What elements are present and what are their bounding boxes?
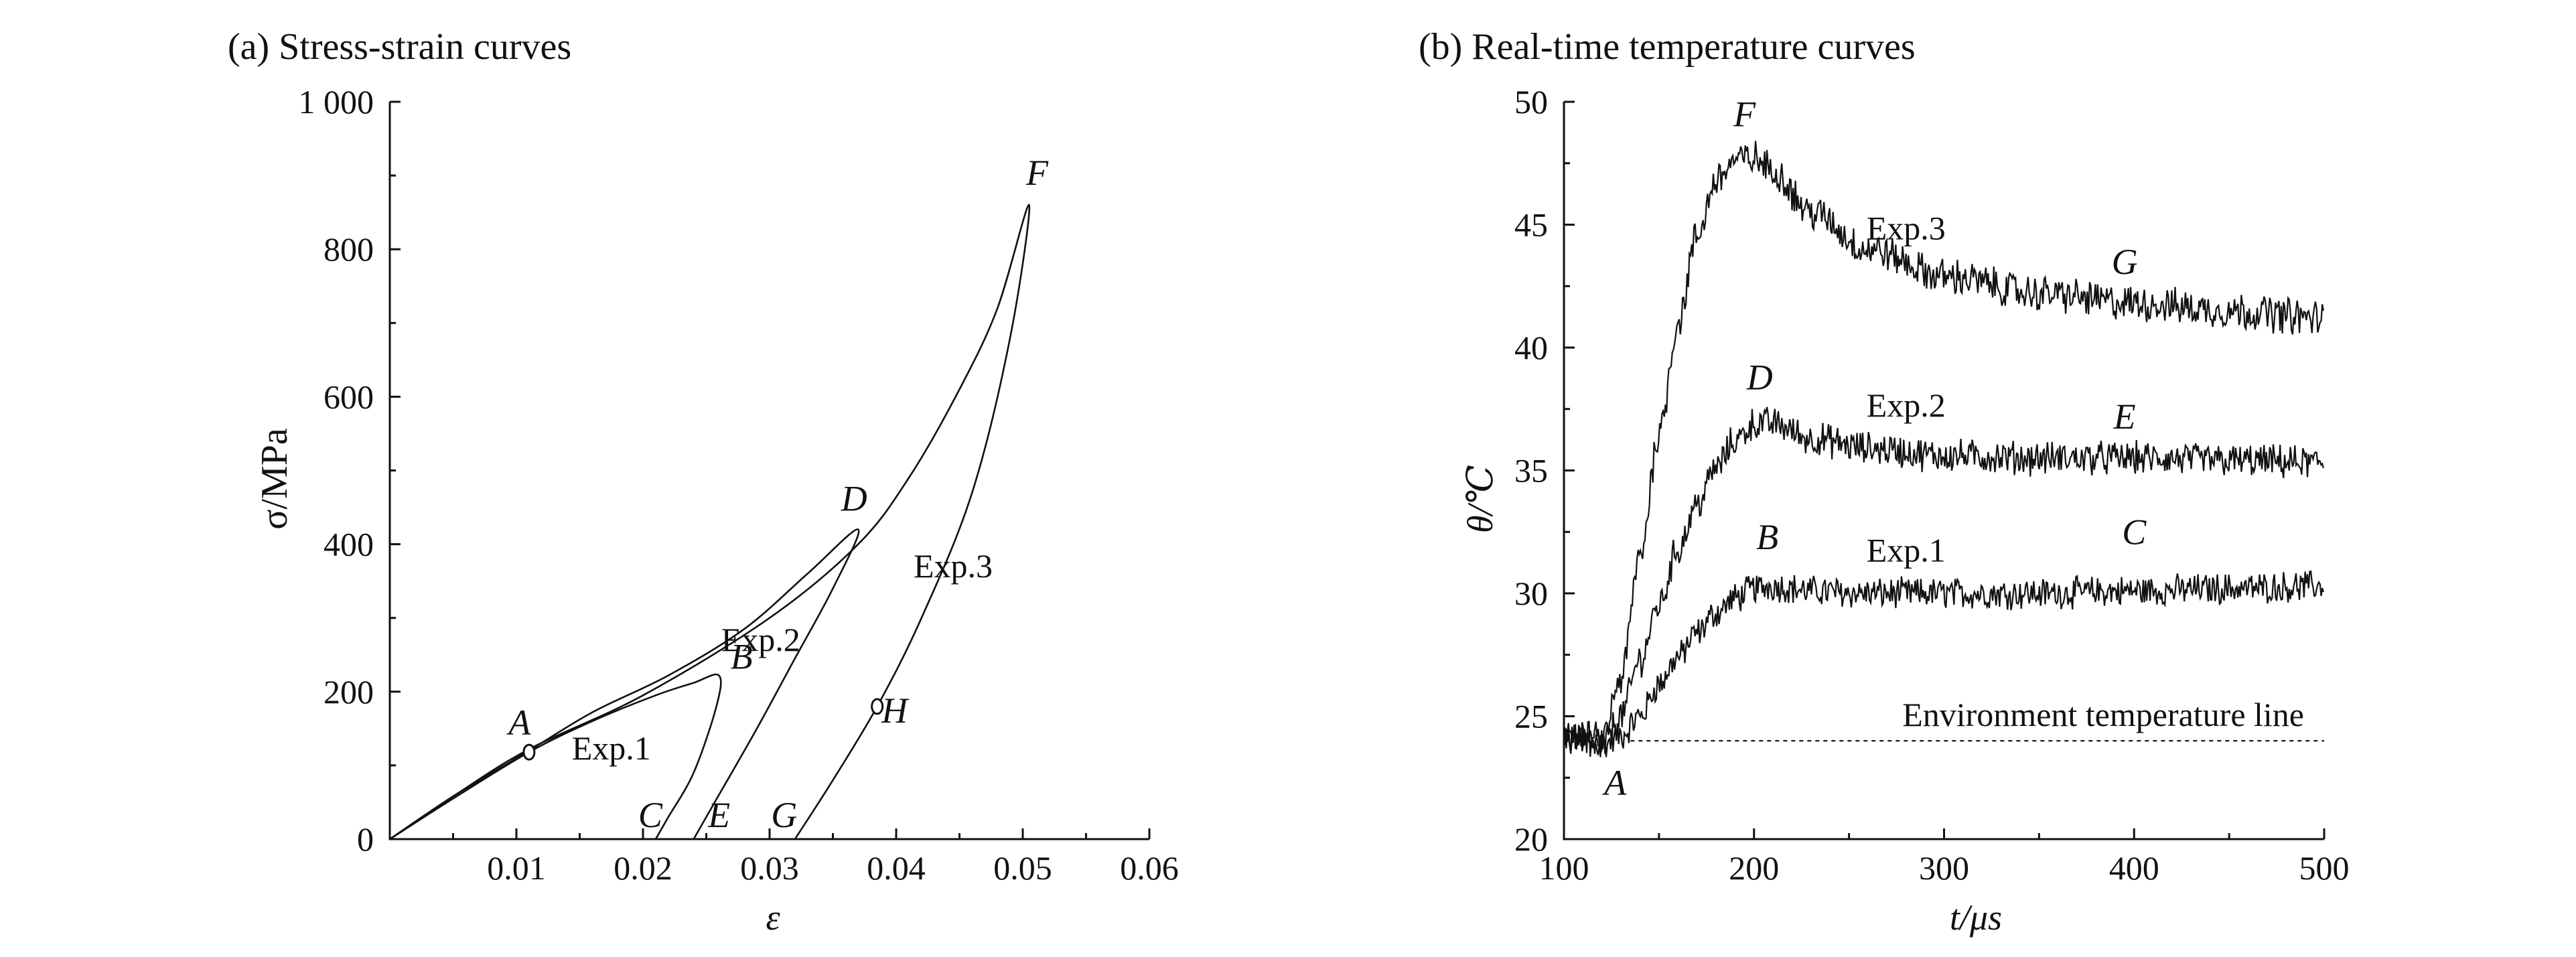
- stress-strain-x-tick-label: 0.02: [614, 849, 672, 887]
- temperature-x-tick-label: 300: [1919, 849, 1969, 887]
- temperature-y-tick-label: 20: [1514, 820, 1548, 858]
- stress-strain-annotation-e: E: [707, 795, 730, 835]
- stress-strain-x-tick-label: 0.01: [487, 849, 546, 887]
- temperature-chart: (b) Real-time temperature curves 100 200 3…: [1419, 26, 2350, 938]
- stress-strain-y-axis-label: σ/MPa: [254, 428, 295, 530]
- temperature-series-label-exp-3: Exp.3: [1867, 210, 1946, 247]
- stress-strain-point-a: [522, 743, 536, 761]
- temperature-series-labels: Exp.1 Exp.2 Exp.3: [1867, 210, 1946, 569]
- stress-strain-y-tick-label: 800: [324, 230, 374, 268]
- temperature-curve-exp-1: [1563, 570, 2324, 757]
- stress-strain-x-tick-label: 0.06: [1120, 849, 1179, 887]
- stress-strain-annotation-f: F: [1025, 153, 1049, 193]
- stress-strain-y-tick-label: 200: [324, 673, 374, 711]
- temperature-annotation-g: G: [2112, 242, 2138, 282]
- stress-strain-annotation-g: G: [771, 795, 797, 835]
- stress-strain-series-label-exp-2: Exp.2: [721, 621, 800, 658]
- temperature-annotation-e: E: [2113, 396, 2136, 437]
- stress-strain-chart: (a) Stress-strain curves 0.01 0.02 0.03 0.0…: [228, 26, 1179, 938]
- temperature-y-tick-label: 50: [1514, 83, 1548, 121]
- temperature-series-label-exp-2: Exp.2: [1867, 386, 1946, 424]
- temperature-y-tick-label: 45: [1514, 206, 1548, 244]
- temperature-x-tick-label: 500: [2299, 849, 2350, 887]
- temperature-curve-exp-2: [1563, 407, 2324, 754]
- stress-strain-x-tick-label: 0.03: [740, 849, 799, 887]
- temperature-annotation-b: B: [1756, 517, 1778, 557]
- temperature-x-tick-label: 200: [1729, 849, 1779, 887]
- temperature-y-ticks: 20 25 30 35 40 45 50: [1514, 83, 1575, 858]
- stress-strain-annotations: A B C D E F G H: [506, 153, 1049, 835]
- temperature-y-tick-label: 30: [1514, 575, 1548, 612]
- stress-strain-y-tick-label: 1 000: [299, 83, 374, 121]
- stress-strain-annotation-h: H: [881, 690, 910, 731]
- temperature-x-ticks: 100 200 300 400 500: [1539, 828, 2350, 887]
- stress-strain-point-h: [871, 698, 884, 715]
- stress-strain-annotation-b: B: [731, 637, 753, 677]
- stress-strain-x-tick-label: 0.05: [993, 849, 1052, 887]
- temperature-y-tick-label: 35: [1514, 452, 1548, 490]
- stress-strain-curve-exp-3: [389, 204, 1031, 840]
- stress-strain-y-tick-label: 600: [324, 378, 374, 415]
- temperature-y-tick-label: 40: [1514, 329, 1548, 366]
- temperature-annotations: A B C D E F G: [1602, 94, 2147, 803]
- temperature-annotation-f: F: [1733, 94, 1756, 135]
- stress-strain-y-tick-label: 0: [357, 820, 374, 858]
- environment-temperature-label: Environment temperature line: [1902, 696, 2304, 733]
- stress-strain-y-tick-label: 400: [324, 526, 374, 563]
- temperature-y-tick-label: 25: [1514, 698, 1548, 735]
- stress-strain-annotation-a: A: [506, 703, 531, 743]
- temperature-annotation-c: C: [2122, 512, 2147, 553]
- temperature-curves: [1563, 141, 2324, 757]
- temperature-series-label-exp-1: Exp.1: [1867, 531, 1946, 569]
- temperature-chart-title: (b) Real-time temperature curves: [1419, 26, 1916, 68]
- temperature-x-tick-label: 400: [2109, 849, 2159, 887]
- stress-strain-curve-exp-1: [389, 673, 722, 840]
- temperature-curve-exp-3: [1563, 141, 2324, 757]
- temperature-annotation-d: D: [1746, 357, 1773, 397]
- stress-strain-annotation-d: D: [841, 479, 867, 519]
- stress-strain-x-tick-label: 0.04: [867, 849, 926, 887]
- stress-strain-x-ticks: 0.01 0.02 0.03 0.04 0.05 0.06: [452, 828, 1179, 887]
- stress-strain-y-ticks: 0 200 400 600 800 1 000: [299, 83, 401, 858]
- temperature-annotation-a: A: [1602, 763, 1627, 803]
- temperature-x-axis-label: t/μs: [1950, 897, 2002, 938]
- stress-strain-x-axis-label: ε: [766, 897, 780, 938]
- temperature-x-tick-label: 100: [1539, 849, 1589, 887]
- stress-strain-series-labels: Exp.1 Exp.2 Exp.3: [572, 547, 993, 767]
- stress-strain-series-label-exp-1: Exp.1: [572, 729, 651, 767]
- stress-strain-chart-title: (a) Stress-strain curves: [228, 26, 571, 68]
- temperature-y-axis-label: θ/℃: [1460, 465, 1500, 533]
- stress-strain-annotation-c: C: [638, 795, 663, 835]
- stress-strain-markers: [522, 698, 884, 761]
- stress-strain-series-label-exp-3: Exp.3: [914, 547, 993, 585]
